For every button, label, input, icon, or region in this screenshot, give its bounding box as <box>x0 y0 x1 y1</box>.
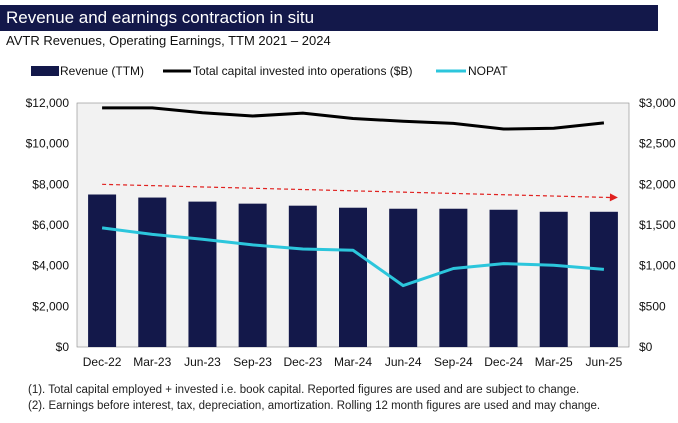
right-tick-label: $2,500 <box>639 137 676 151</box>
revenue-bar <box>439 208 468 347</box>
revenue-bar <box>489 209 518 347</box>
legend-label-capital: Total capital invested into operations (… <box>193 64 412 78</box>
x-tick-label: Sep-24 <box>434 355 473 369</box>
capital-line <box>102 106 605 131</box>
legend-swatch-revenue <box>31 66 59 76</box>
legend-label-revenue: Revenue (TTM) <box>60 64 144 78</box>
revenue-bar <box>288 205 317 347</box>
right-tick-label: $2,000 <box>639 177 676 191</box>
x-tick-label: Jun-24 <box>385 355 422 369</box>
footnote-2: (2). Earnings before interest, tax, depr… <box>28 400 601 412</box>
x-tick-label: Mar-25 <box>535 355 573 369</box>
revenue-bar <box>238 203 267 347</box>
x-tick-label: Dec-24 <box>484 355 523 369</box>
left-tick-label: $8,000 <box>32 177 69 191</box>
right-tick-label: $500 <box>639 299 666 313</box>
left-tick-label: $2,000 <box>32 299 69 313</box>
x-tick-label: Dec-23 <box>283 355 322 369</box>
left-tick-label: $4,000 <box>32 259 69 273</box>
left-tick-label: $10,000 <box>26 137 70 151</box>
x-tick-label: Mar-24 <box>334 355 372 369</box>
revenue-bar <box>188 201 217 347</box>
chart-title: Revenue and earnings contraction in situ <box>6 8 315 27</box>
revenue-bar <box>138 197 167 347</box>
right-tick-label: $0 <box>639 340 653 354</box>
trend-arrow-head <box>609 193 618 202</box>
right-tick-label: $3,000 <box>639 96 676 110</box>
right-tick-label: $1,500 <box>639 218 676 232</box>
revenue-bar <box>589 211 618 347</box>
legend-label-nopat: NOPAT <box>468 64 508 78</box>
x-tick-label: Jun-23 <box>184 355 221 369</box>
left-tick-label: $6,000 <box>32 218 69 232</box>
revenue-bar <box>339 207 367 347</box>
trend-arrow-line <box>102 183 612 199</box>
x-tick-label: Mar-23 <box>133 355 171 369</box>
footnote-1: (1). Total capital employed + invested i… <box>28 384 580 396</box>
right-tick-label: $1,000 <box>639 259 676 273</box>
title-bar: Revenue and earnings contraction in situ <box>0 5 658 31</box>
revenue-bars <box>88 194 618 347</box>
chart-subtitle: AVTR Revenues, Operating Earnings, TTM 2… <box>6 33 331 48</box>
right-axis: $0 $500 $1,000 $1,500 $2,000 $2,500 $3,000 <box>639 96 676 354</box>
x-tick-label: Sep-23 <box>233 355 272 369</box>
left-tick-label: $12,000 <box>26 96 70 110</box>
x-tick-label: Jun-25 <box>586 355 623 369</box>
nopat-line <box>101 226 605 288</box>
series-lines <box>101 106 618 288</box>
left-axis: $0 $2,000 $4,000 $6,000 $8,000 $10,000 $12,000 <box>26 96 70 354</box>
revenue-bar <box>88 194 117 347</box>
legend: Revenue (TTM) Total capital invested into… <box>31 64 508 78</box>
x-axis-labels: Dec-22 Mar-23 Jun-23 Sep-23 Dec-23 Mar-24 Jun-… <box>83 355 623 369</box>
x-tick-label: Dec-22 <box>83 355 122 369</box>
left-tick-label: $0 <box>56 340 70 354</box>
revenue-bar <box>539 211 568 347</box>
